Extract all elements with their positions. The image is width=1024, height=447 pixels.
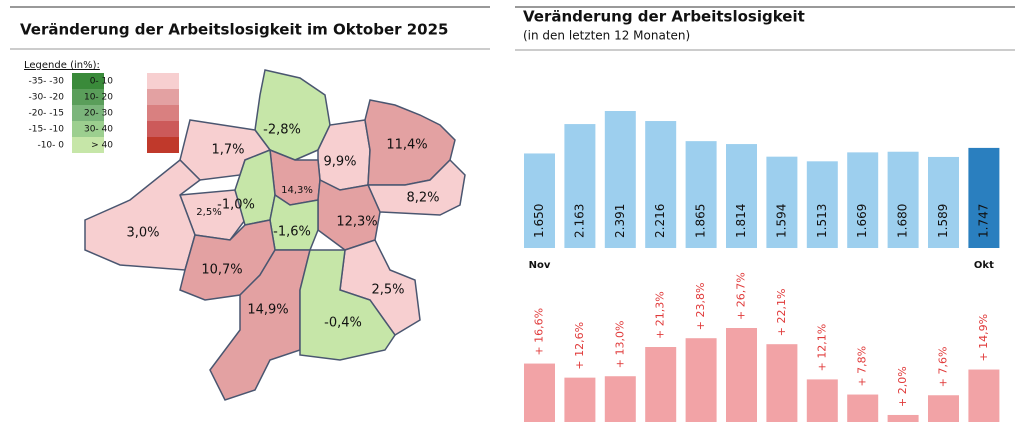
district-label: 3,0% (126, 226, 159, 241)
bar (928, 395, 959, 422)
district-label: -1,6% (273, 225, 311, 240)
district-label: 2,5% (371, 283, 404, 298)
legend-swatch (72, 73, 104, 89)
bar (604, 376, 636, 422)
legend-swatch (147, 105, 179, 121)
district-label: 1,7% (211, 143, 244, 158)
legend-label: 20- 30 (84, 109, 113, 119)
bar-label: + 22,1% (775, 289, 788, 337)
bar (645, 347, 677, 422)
bar-label: 1.669 (855, 204, 869, 238)
district-label: 14,3% (281, 185, 313, 196)
legend-label: -30- -20 (28, 93, 64, 103)
district-label: 2,5% (196, 207, 221, 218)
bar-label: + 7,6% (937, 347, 950, 388)
bar-label: 2.216 (653, 204, 667, 238)
legend-swatch (147, 121, 179, 137)
legend-label: -15- -10 (28, 125, 64, 135)
bar (766, 156, 798, 248)
district-label: 14,9% (247, 303, 288, 318)
bar-label: 1.747 (976, 204, 990, 238)
bar (766, 344, 798, 422)
legend-swatch (147, 73, 179, 89)
bar-label: + 26,7% (735, 272, 748, 320)
bar (968, 369, 1000, 422)
bar (604, 111, 636, 248)
bar-label: + 16,6% (533, 308, 546, 356)
district-label: -1,0% (217, 198, 255, 213)
bar (847, 394, 879, 422)
district (209, 249, 311, 401)
district (366, 158, 466, 216)
bar-label: 1.589 (936, 204, 950, 238)
legend-swatch (147, 89, 179, 105)
bar-label: 1.513 (815, 204, 829, 238)
legend-swatch (72, 105, 104, 121)
bar-label: + 2,0% (896, 366, 909, 407)
legend-swatch (72, 137, 104, 153)
district (299, 249, 396, 361)
district-label: -0,4% (324, 316, 362, 331)
legend-label: -10- 0 (37, 141, 64, 151)
legend-swatch (72, 89, 104, 105)
bar-label: 1.680 (896, 204, 910, 238)
bar-label: + 12,6% (573, 322, 586, 370)
bar-label: + 12,1% (815, 324, 828, 372)
district (84, 158, 202, 271)
bar (928, 156, 959, 248)
district (254, 69, 331, 161)
chart-title: Veränderung der Arbeitslosigkeit (523, 8, 805, 26)
bar-label: + 21,3% (654, 291, 667, 339)
legend-label: -20- -15 (28, 109, 64, 119)
district-label: 11,4% (386, 138, 427, 153)
bar-label: 2.163 (572, 204, 586, 238)
bar (564, 124, 596, 248)
district-label: 10,7% (201, 263, 242, 278)
legend-label: > 40 (91, 141, 113, 151)
bar (968, 147, 1000, 248)
legend-title: Legende (in%): (24, 60, 100, 71)
bar (887, 414, 919, 422)
bar (806, 379, 838, 422)
legend-label: 0- 10 (90, 77, 114, 87)
bar (645, 121, 677, 248)
bar-label: + 13,0% (613, 321, 626, 369)
bar-label: + 7,8% (856, 346, 869, 387)
legend-label: 10- 20 (84, 93, 113, 103)
district-label: 8,2% (406, 191, 439, 206)
bar (685, 338, 717, 422)
district-label: -2,8% (263, 123, 301, 138)
x-tick-label: Nov (529, 260, 551, 271)
bar (685, 141, 717, 248)
bar (524, 153, 555, 248)
bar-label: 1.594 (774, 204, 788, 238)
bar-label: 1.865 (694, 204, 708, 238)
bar-label: + 23,8% (694, 283, 707, 331)
bar-label: 1.814 (734, 204, 748, 238)
bar (806, 161, 838, 248)
bar (726, 328, 757, 422)
bar (726, 144, 757, 248)
map-title: Veränderung der Arbeitslosigkeit im Okto… (20, 21, 448, 39)
bar-label: 1.650 (532, 204, 546, 238)
bar-label: 2.391 (613, 204, 627, 238)
legend-swatch (147, 137, 179, 153)
legend-label: 30- 40 (84, 125, 113, 135)
bar (524, 363, 555, 422)
x-tick-label: Okt (974, 260, 994, 271)
chart-subtitle: (in den letzten 12 Monaten) (523, 29, 690, 43)
bar (564, 377, 596, 422)
legend-swatch (72, 121, 104, 137)
bar (887, 151, 919, 248)
bar-label: + 14,9% (977, 314, 990, 362)
district-label: 12,3% (336, 215, 377, 230)
bar (847, 152, 879, 248)
district-label: 9,9% (323, 155, 356, 170)
legend-label: -35- -30 (28, 77, 64, 87)
